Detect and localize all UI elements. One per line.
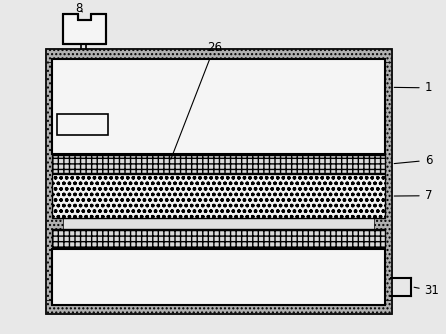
Bar — [52, 249, 385, 305]
Bar — [52, 59, 385, 154]
Text: 1: 1 — [394, 81, 432, 94]
Text: 6: 6 — [394, 154, 432, 167]
Bar — [45, 62, 63, 300]
Text: 31: 31 — [414, 284, 440, 297]
Bar — [52, 228, 385, 247]
Bar — [374, 62, 392, 300]
Bar — [57, 114, 108, 135]
Text: 8: 8 — [75, 2, 83, 15]
Bar — [45, 49, 392, 313]
Bar — [45, 300, 392, 313]
Bar — [52, 174, 385, 218]
Bar — [45, 49, 392, 62]
Polygon shape — [63, 14, 106, 44]
Text: 26: 26 — [171, 41, 222, 159]
Bar — [52, 155, 385, 173]
Text: 7: 7 — [394, 189, 432, 202]
